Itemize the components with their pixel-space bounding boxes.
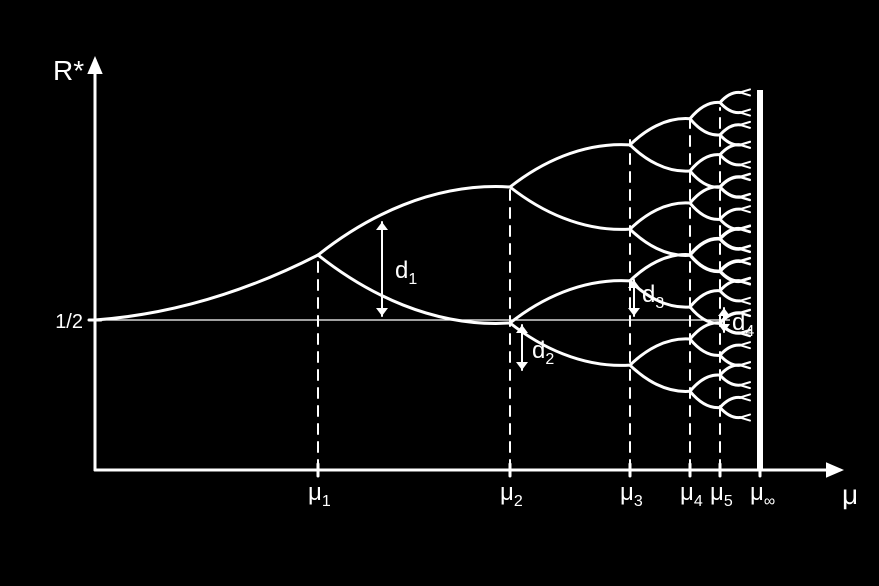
y-axis-label: R* [53,55,84,86]
half-label: 1/2 [55,311,83,333]
bifurcation-diagram: R*μ1/2μ1μ2μ3μ4μ5μ∞d1d2d3d4 [0,0,879,586]
x-axis-label: μ [842,479,858,510]
